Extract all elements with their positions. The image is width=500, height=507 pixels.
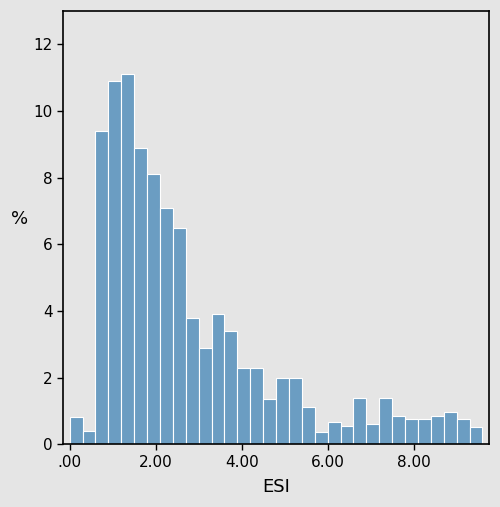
Bar bbox=[212, 314, 224, 444]
Bar bbox=[340, 426, 353, 444]
Bar bbox=[302, 408, 315, 444]
Bar bbox=[160, 208, 173, 444]
Bar bbox=[263, 399, 276, 444]
Bar bbox=[289, 378, 302, 444]
Bar bbox=[431, 416, 444, 444]
Bar bbox=[134, 148, 147, 444]
Bar bbox=[108, 81, 122, 444]
Bar bbox=[470, 427, 482, 444]
Bar bbox=[82, 431, 96, 444]
Bar bbox=[238, 368, 250, 444]
Bar bbox=[392, 416, 405, 444]
Y-axis label: %: % bbox=[11, 209, 28, 228]
Bar bbox=[379, 397, 392, 444]
Bar bbox=[328, 422, 340, 444]
Bar bbox=[354, 397, 366, 444]
X-axis label: ESI: ESI bbox=[262, 478, 290, 496]
Bar bbox=[198, 347, 211, 444]
Bar bbox=[405, 419, 418, 444]
Bar bbox=[122, 75, 134, 444]
Bar bbox=[250, 368, 263, 444]
Bar bbox=[276, 378, 289, 444]
Bar bbox=[418, 419, 431, 444]
Bar bbox=[366, 424, 379, 444]
Bar bbox=[224, 331, 237, 444]
Bar bbox=[444, 413, 456, 444]
Bar bbox=[315, 432, 328, 444]
Bar bbox=[456, 419, 469, 444]
Bar bbox=[70, 417, 82, 444]
Bar bbox=[186, 317, 198, 444]
Bar bbox=[173, 228, 186, 444]
Bar bbox=[147, 174, 160, 444]
Bar bbox=[96, 131, 108, 444]
